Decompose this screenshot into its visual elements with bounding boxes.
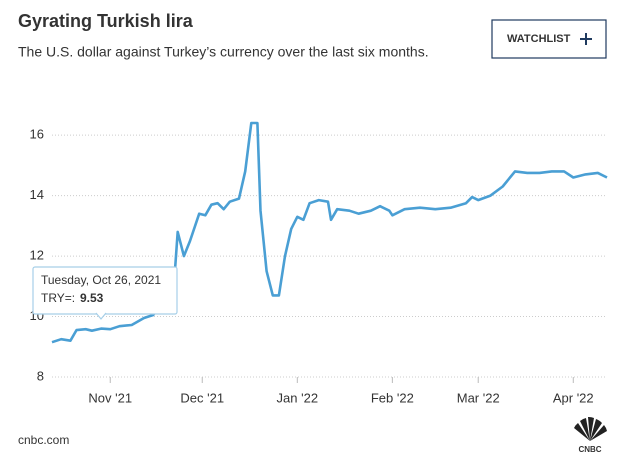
logo-peacock	[574, 416, 607, 441]
x-tick-label: Mar '22	[457, 390, 500, 405]
x-tick-label: Apr '22	[553, 390, 594, 405]
x-tick-label: Feb '22	[371, 390, 414, 405]
y-tick-label: 14	[30, 187, 44, 202]
plus-icon	[580, 33, 592, 45]
button-label: WATCHLIST	[507, 33, 571, 45]
y-tick-label: 8	[37, 368, 44, 383]
logo-text: CNBC	[578, 445, 601, 454]
y-tick-label: 12	[30, 248, 44, 263]
tooltip-value: 9.53	[80, 291, 104, 305]
tooltip: Tuesday, Oct 26, 2021 TRY=: 9.53	[32, 266, 178, 320]
x-tick-label: Dec '21	[180, 390, 224, 405]
x-tick-label: Nov '21	[88, 390, 132, 405]
chart-title: Gyrating Turkish lira	[18, 11, 194, 31]
y-tick-label: 16	[30, 127, 44, 142]
x-tick-label: Jan '22	[277, 390, 319, 405]
price-line	[51, 121, 608, 344]
tooltip-label: TRY=:	[41, 291, 75, 305]
chart-subtitle: The U.S. dollar against Turkey’s currenc…	[18, 44, 429, 60]
tooltip-pointer	[95, 312, 107, 320]
source: cnbc.com	[18, 433, 69, 447]
tooltip-date: Tuesday, Oct 26, 2021	[41, 273, 161, 287]
watchlist-button[interactable]: WATCHLIST	[491, 19, 607, 59]
logo: CNBC	[574, 416, 607, 454]
